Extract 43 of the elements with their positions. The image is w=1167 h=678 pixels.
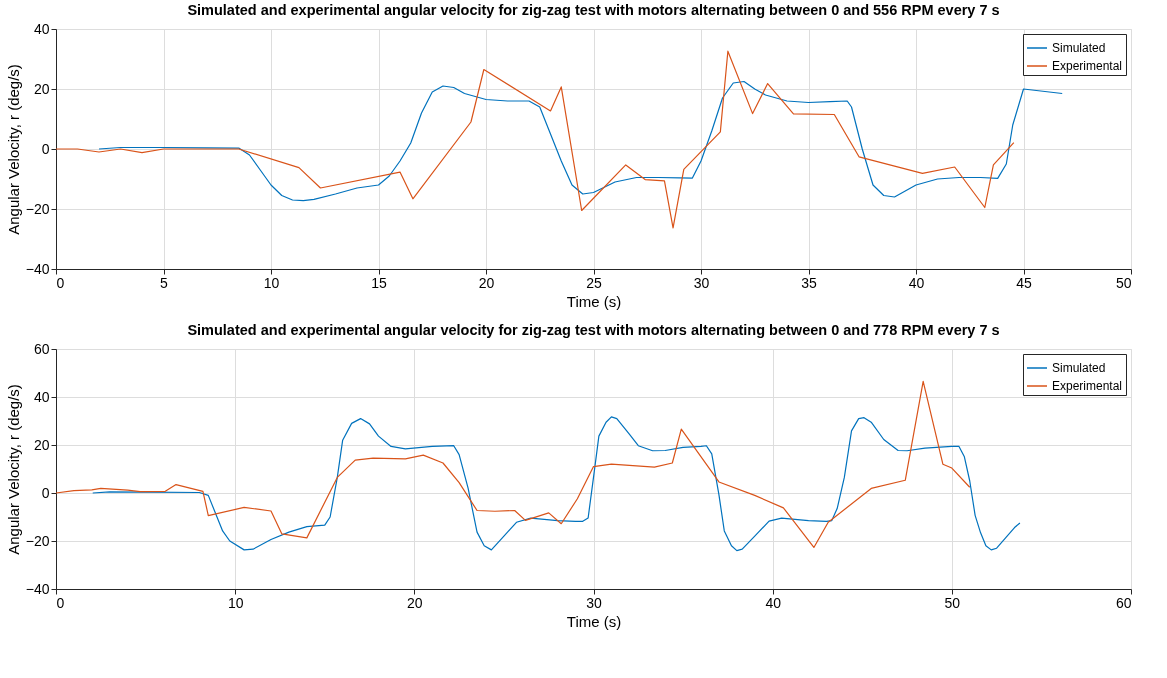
x-tick-label: 50 bbox=[1115, 274, 1132, 291]
x-tick-label: 20 bbox=[478, 274, 495, 291]
chart-title: Simulated and experimental angular velocity for zig-zag test with motors alternating between 0 and 556 RPM every 7 s bbox=[187, 1, 1000, 18]
x-axis-title: Time (s) bbox=[566, 292, 622, 310]
legend-label: Experimental bbox=[1052, 59, 1123, 73]
x-tick-label: 35 bbox=[801, 274, 817, 291]
x-tick-label: 30 bbox=[693, 274, 710, 291]
y-tick-label: −20 bbox=[25, 532, 50, 549]
x-tick-label: 60 bbox=[1115, 594, 1132, 611]
legend-label: Simulated bbox=[1052, 361, 1106, 375]
x-tick-label: 40 bbox=[908, 274, 925, 291]
y-tick-label: 60 bbox=[33, 340, 50, 357]
y-axis-title: Angular Velocity, r (deg/s) bbox=[4, 384, 22, 555]
x-axis-title: Time (s) bbox=[566, 612, 622, 630]
y-tick-label: 20 bbox=[33, 436, 50, 453]
y-tick-label: 40 bbox=[33, 388, 50, 405]
x-tick-label: 25 bbox=[586, 274, 602, 291]
y-tick-label: −40 bbox=[25, 260, 50, 277]
line-series bbox=[55, 380, 971, 549]
x-tick-label: 5 bbox=[160, 274, 169, 291]
y-tick-label: 0 bbox=[41, 140, 50, 157]
line-series bbox=[98, 80, 1063, 202]
x-tick-label: 15 bbox=[371, 274, 387, 291]
y-tick-label: 20 bbox=[33, 80, 50, 97]
x-tick-label: 45 bbox=[1016, 274, 1032, 291]
line-series bbox=[55, 50, 1015, 229]
legend-label: Simulated bbox=[1052, 41, 1106, 55]
chart-title: Simulated and experimental angular velocity for zig-zag test with motors alternating between 0 and 778 RPM every 7 s bbox=[187, 321, 1000, 338]
y-tick-label: 40 bbox=[33, 20, 50, 37]
x-tick-label: 50 bbox=[944, 594, 961, 611]
x-tick-label: 10 bbox=[227, 594, 244, 611]
x-tick-label: 10 bbox=[263, 274, 280, 291]
y-tick-label: −20 bbox=[25, 200, 50, 217]
legend-label: Experimental bbox=[1052, 379, 1123, 393]
x-tick-label: 0 bbox=[56, 274, 65, 291]
y-tick-label: −40 bbox=[25, 580, 50, 597]
x-tick-label: 20 bbox=[407, 594, 423, 611]
y-axis-title: Angular Velocity, r (deg/s) bbox=[4, 64, 22, 235]
x-tick-label: 30 bbox=[586, 594, 602, 611]
line-series bbox=[92, 416, 1021, 552]
x-tick-label: 0 bbox=[56, 594, 65, 611]
y-tick-label: 0 bbox=[41, 484, 50, 501]
x-tick-label: 40 bbox=[765, 594, 782, 611]
